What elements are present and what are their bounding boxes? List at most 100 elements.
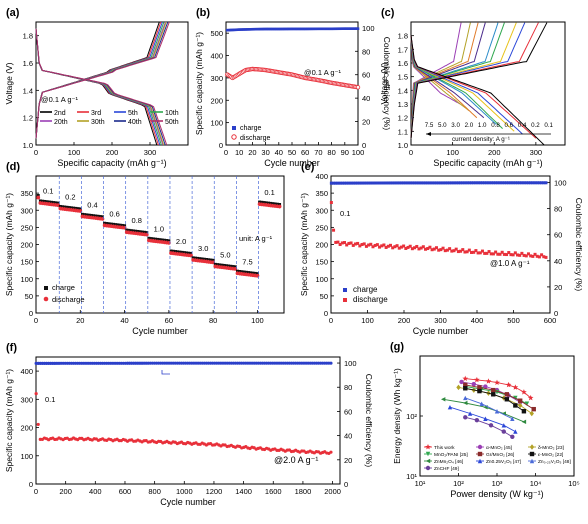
x-tick-label-f: 800 <box>148 487 161 496</box>
stage-label-5.0: 5.0 <box>220 250 230 259</box>
x-axis-label-a: Specific capacity (mAh g⁻¹) <box>57 158 166 168</box>
x-tick-label-d: 0 <box>34 316 38 325</box>
point-charge-d <box>118 223 122 227</box>
marker-This work <box>474 376 480 383</box>
point-charge-b <box>321 27 324 31</box>
point-charge-d <box>67 206 71 210</box>
x-tick-label-f: 1800 <box>295 487 312 496</box>
plot-frame-c <box>410 21 566 146</box>
point-charge-b <box>257 27 261 31</box>
point-discharge-d <box>36 195 41 200</box>
point-charge-e <box>465 181 469 185</box>
x-tick-label-a: 200 <box>106 148 119 157</box>
point-discharge-e <box>415 244 419 248</box>
point-charge-d <box>205 258 208 262</box>
discharge-curve-50th <box>35 28 168 146</box>
point-charge-e <box>426 181 430 185</box>
point-discharge-e <box>456 250 460 254</box>
point-charge-b <box>334 27 337 31</box>
y-tick-label-d: 100 <box>20 275 33 284</box>
point-charge-f <box>329 361 333 365</box>
point-charge-b <box>269 27 273 31</box>
point-charge-b <box>231 28 234 32</box>
unit-note-d: unit: A g⁻¹ <box>239 234 273 243</box>
point-discharge-e <box>522 253 526 257</box>
plot-frame-g <box>419 355 575 477</box>
point-charge-b <box>229 28 233 32</box>
marker-ZnCHF [49] <box>463 415 468 420</box>
point-charge-e <box>544 181 548 185</box>
stage-label-0.4: 0.4 <box>87 200 97 209</box>
rate-label-2.0: 2.0 <box>465 122 474 129</box>
point-charge-e <box>443 181 447 185</box>
point-discharge-e <box>485 251 489 255</box>
point-discharge-e <box>417 247 421 251</box>
point-charge-b <box>298 27 302 31</box>
y-tick-label-a: 1.2 <box>23 114 33 123</box>
point-discharge-e <box>360 243 364 247</box>
y2-tick-label-b: 100 <box>362 24 375 33</box>
point-charge-d <box>129 229 133 233</box>
discharge-curve-3.0 <box>410 35 478 119</box>
x-axis-label-c: Specific capacity (mAh g⁻¹) <box>433 158 542 168</box>
point-charge-b <box>323 27 327 31</box>
discharge-curve-7.5 <box>410 35 461 105</box>
point-charge-d <box>120 223 124 227</box>
point-discharge-e <box>513 251 517 255</box>
point-discharge-e <box>362 242 366 246</box>
annotation-b: @0.1 A g⁻¹ <box>304 68 342 77</box>
point-charge-d <box>271 202 275 206</box>
x-tick-label-f: 1000 <box>176 487 193 496</box>
point-charge-e <box>531 181 535 185</box>
y-tick-label-c: 1.5 <box>398 73 408 82</box>
marker-Zn0.25V₂O₅ [47] <box>501 423 506 428</box>
point-charge-b <box>285 27 289 31</box>
discharge-curve-0.6 <box>410 35 515 132</box>
legend-label-δ-MnO₂ [23]: δ-MnO₂ [23] <box>538 445 564 451</box>
panel-label-f: (f) <box>6 342 17 354</box>
x-tick-label-b: 100 <box>352 148 365 157</box>
point-charge-e <box>336 181 340 185</box>
point-charge-e <box>502 181 506 185</box>
y2-tick-label-f: 40 <box>344 432 352 441</box>
point-charge-d <box>224 264 228 268</box>
point-charge-b <box>299 27 303 31</box>
point-charge-b <box>244 28 248 31</box>
point-charge-d <box>209 258 213 262</box>
point-charge-e <box>351 181 355 185</box>
x-tick-label-f: 600 <box>119 487 132 496</box>
point-charge-e <box>452 181 456 185</box>
point-charge-d <box>171 249 175 253</box>
point-charge-b <box>317 27 320 31</box>
point-charge-d <box>87 213 91 217</box>
point-charge-e <box>356 181 360 185</box>
point-charge-e <box>332 181 336 185</box>
point-charge-e <box>367 181 371 185</box>
point-charge-d <box>38 199 42 203</box>
point-charge-d <box>54 201 58 205</box>
point-charge-b <box>297 27 300 31</box>
point-charge-e <box>511 181 515 185</box>
point-charge-d <box>140 230 144 234</box>
point-charge-e <box>439 181 443 185</box>
point-charge-b <box>328 27 332 31</box>
point-charge-e <box>380 181 384 185</box>
point-charge-b <box>236 28 240 31</box>
x-tick-label-e: 300 <box>434 316 447 325</box>
point-charge-d <box>273 202 277 206</box>
point-charge-b <box>311 27 315 31</box>
point-discharge-e <box>443 249 447 253</box>
point-charge-d <box>149 237 153 241</box>
point-charge-d <box>134 229 138 233</box>
marker-ZnMn₂O₄ [46] <box>521 419 527 425</box>
x-tick-label-g: 10³ <box>492 479 503 488</box>
point-charge-b <box>313 27 316 31</box>
point-charge-b <box>290 27 294 31</box>
legend-label-ZnCHF [49]: ZnCHF [49] <box>434 466 459 472</box>
y-tick-label-d: 200 <box>20 241 33 250</box>
point-charge-b <box>315 27 319 31</box>
point-charge-e <box>507 181 511 185</box>
y-tick-label-c: 1.6 <box>398 59 408 68</box>
marker-This work <box>425 444 431 450</box>
